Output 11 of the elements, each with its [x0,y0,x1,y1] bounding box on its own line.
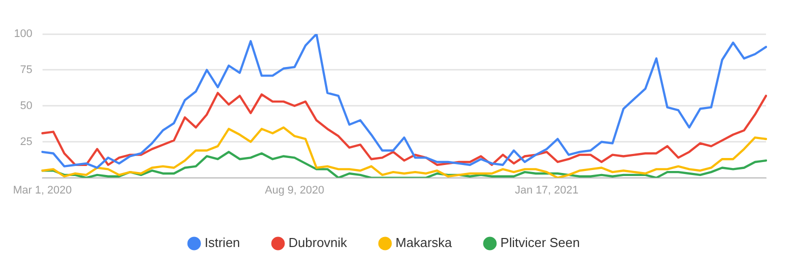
x-tick-label: Mar 1, 2020 [13,184,72,196]
legend-label: Plitvicer Seen [500,235,580,250]
y-tick-label: 75 [20,64,32,76]
legend-label: Makarska [396,235,453,250]
y-tick-label: 50 [20,100,32,112]
x-tick-label: Aug 9, 2020 [264,184,324,196]
y-tick-label: 25 [20,136,32,148]
legend-label: Istrien [204,235,240,250]
legend-label: Dubrovnik [288,235,348,250]
y-tick-label: 100 [14,28,32,40]
x-tick-label: Jan 17, 2021 [514,184,579,196]
